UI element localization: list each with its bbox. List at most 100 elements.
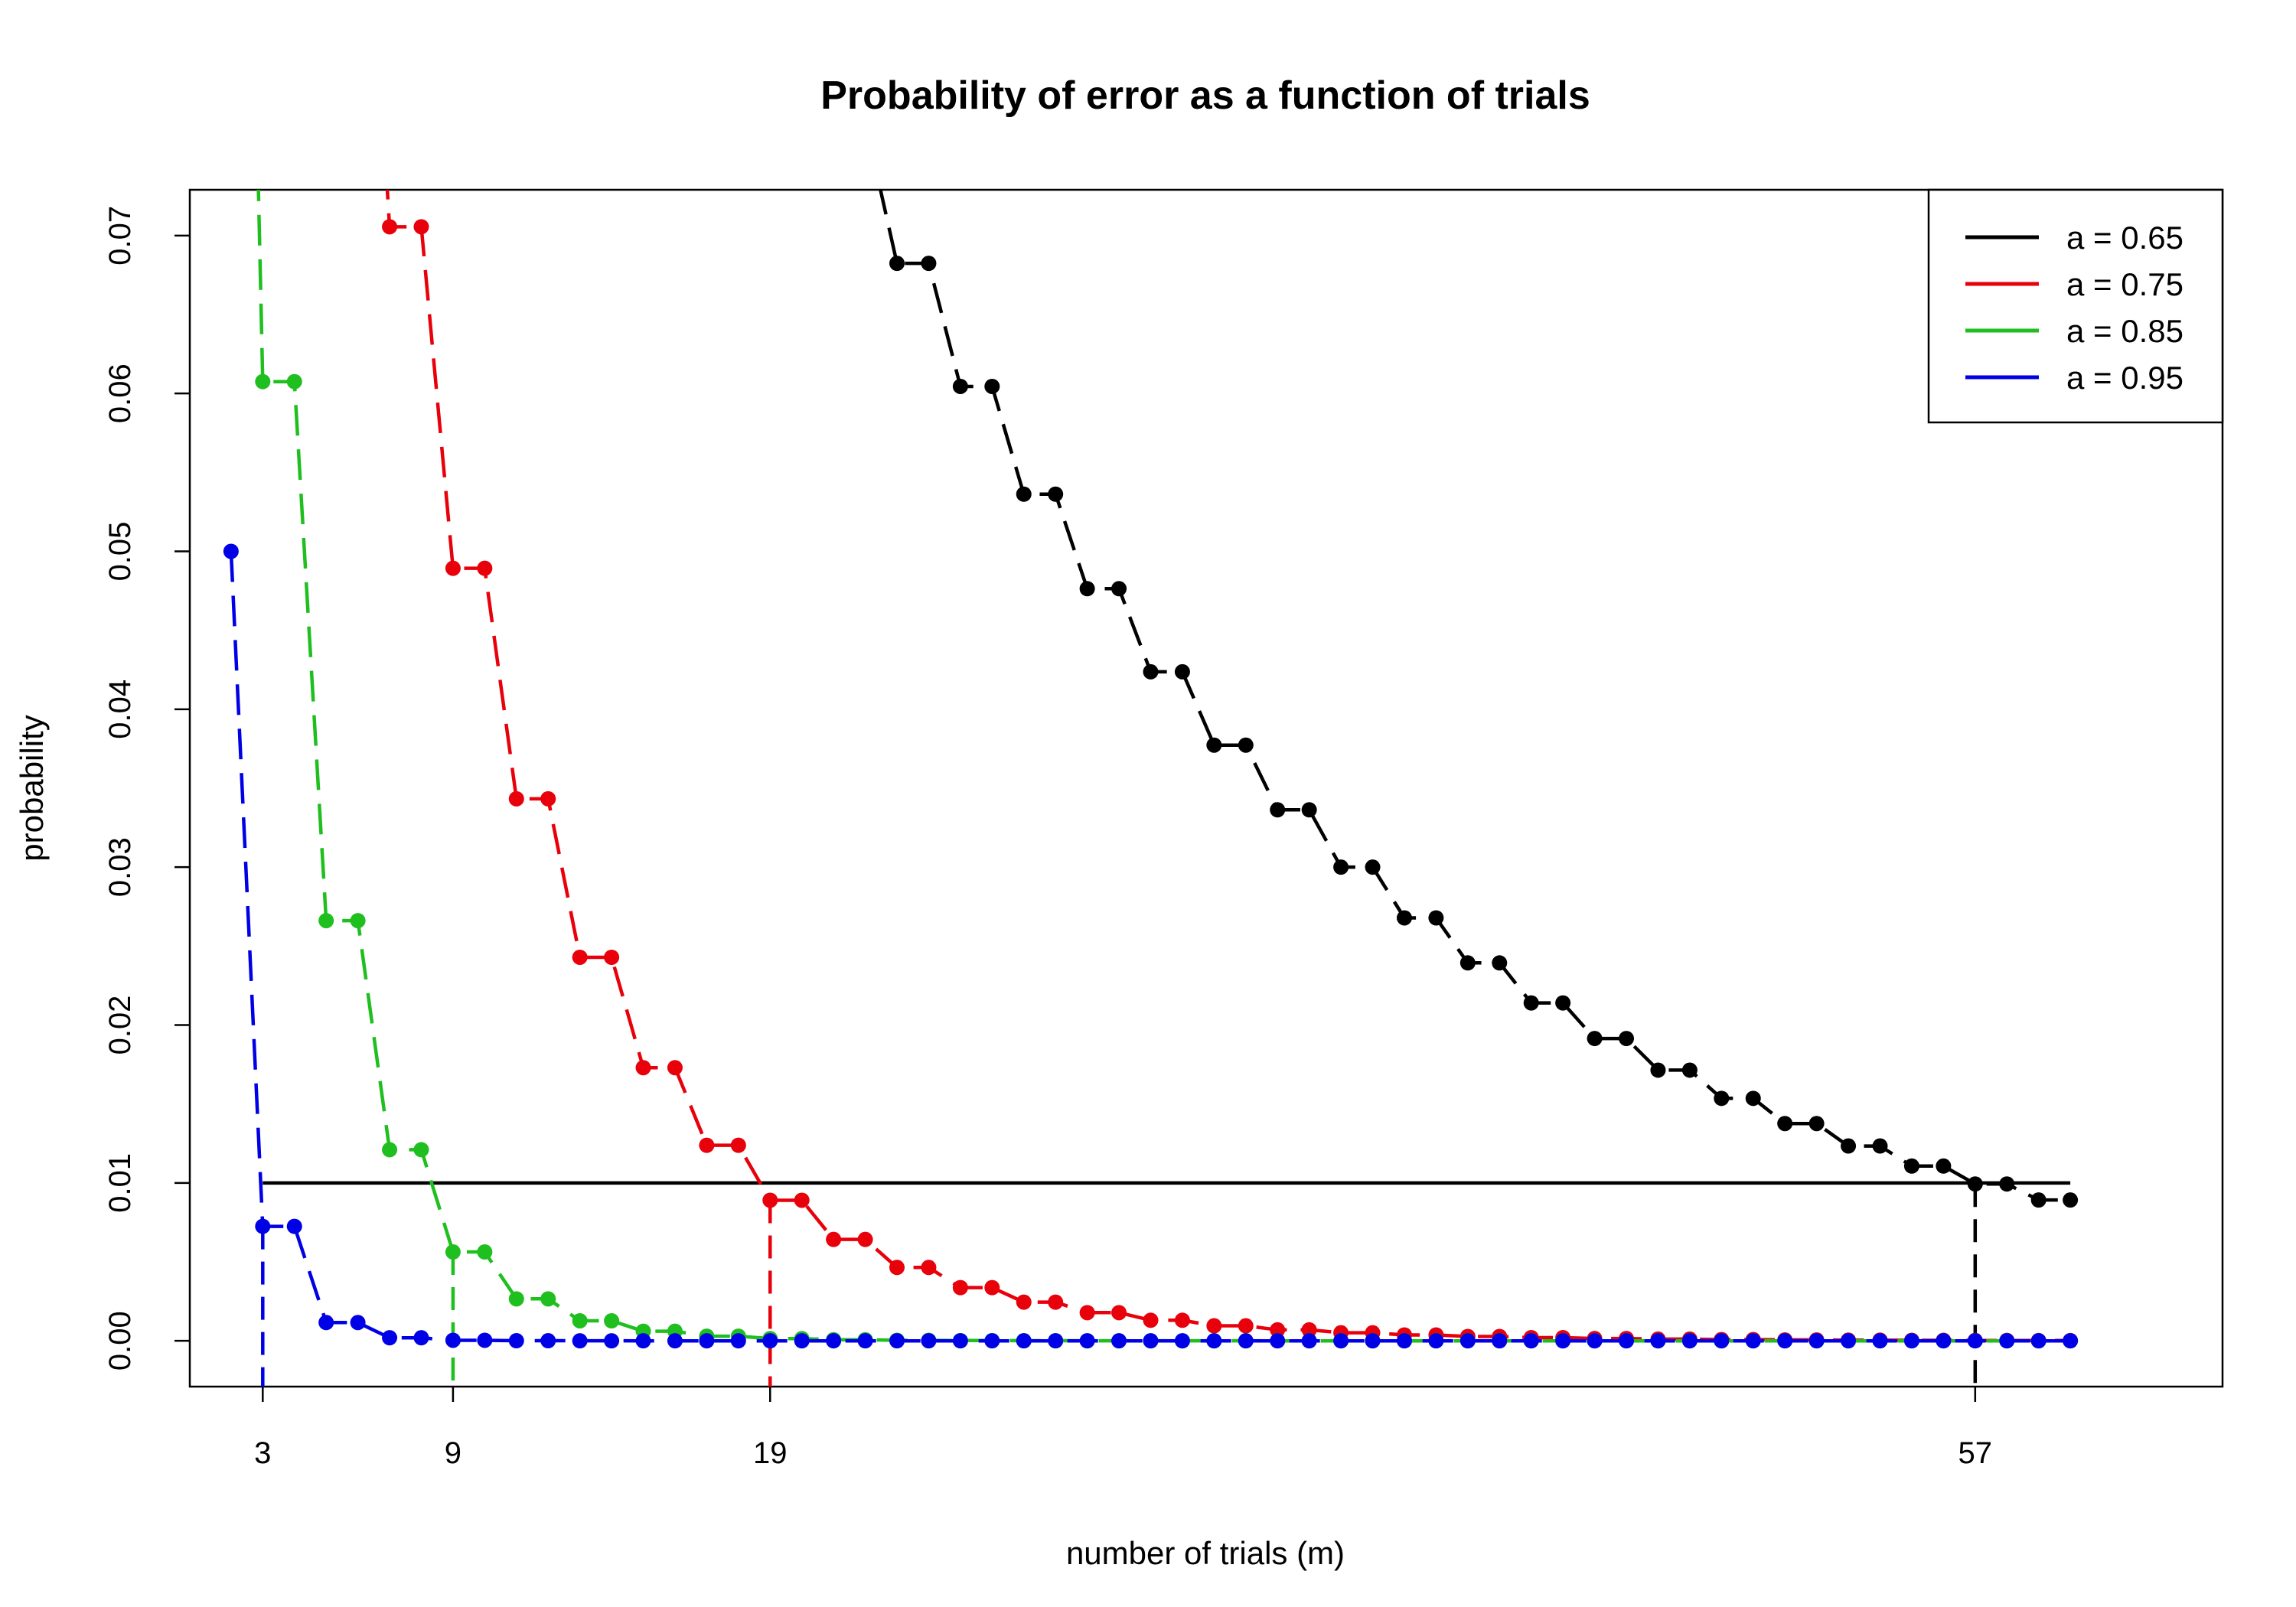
data-point: [984, 378, 1000, 394]
y-tick-label: 0.07: [103, 206, 137, 266]
data-point: [1174, 1312, 1190, 1328]
legend-entry: a = 0.85: [2066, 313, 2183, 349]
data-point: [1365, 1333, 1381, 1349]
data-point: [1079, 581, 1095, 597]
data-point: [1619, 1333, 1635, 1349]
data-point: [1206, 737, 1222, 753]
legend-entry: a = 0.75: [2066, 266, 2183, 302]
data-point: [1048, 486, 1064, 502]
data-point: [1428, 910, 1444, 926]
data-point: [413, 219, 429, 235]
data-point: [1365, 859, 1381, 875]
data-point: [1270, 1322, 1286, 1338]
data-point: [635, 1060, 651, 1076]
data-point: [1777, 1333, 1793, 1349]
legend-entry: a = 0.95: [2066, 360, 2183, 396]
y-tick-label: 0.05: [103, 522, 137, 582]
data-point: [1745, 1090, 1761, 1107]
data-point: [1206, 1318, 1222, 1334]
data-point: [1238, 1318, 1254, 1334]
data-point: [889, 1260, 905, 1276]
x-tick-label: 19: [753, 1436, 788, 1470]
x-tick-label: 9: [445, 1436, 461, 1470]
data-point: [286, 373, 302, 390]
data-point: [889, 1333, 905, 1349]
data-point: [572, 1313, 588, 1329]
data-point: [1333, 859, 1349, 875]
data-point: [1301, 1333, 1317, 1349]
data-point: [413, 1330, 429, 1346]
data-point: [413, 1142, 429, 1158]
data-point: [572, 1333, 588, 1349]
data-point: [1681, 1333, 1698, 1349]
data-point: [382, 1142, 398, 1158]
y-tick-label: 0.04: [103, 680, 137, 739]
data-point: [730, 1333, 746, 1349]
y-tick-label: 0.02: [103, 996, 137, 1055]
y-tick-label: 0.00: [103, 1311, 137, 1371]
data-point: [1333, 1333, 1349, 1349]
data-point: [1967, 1333, 1983, 1349]
data-point: [1396, 910, 1412, 926]
data-point: [1841, 1333, 1857, 1349]
data-point: [382, 219, 398, 235]
data-point: [730, 1137, 746, 1153]
y-tick-label: 0.06: [103, 363, 137, 423]
data-point: [445, 1332, 461, 1348]
data-point: [1079, 1305, 1095, 1321]
data-point: [1777, 1116, 1793, 1132]
data-point: [952, 1333, 968, 1349]
data-point: [604, 1333, 620, 1349]
data-point: [1587, 1333, 1603, 1349]
data-point: [794, 1192, 810, 1208]
data-point: [255, 373, 271, 390]
data-point: [508, 1333, 524, 1349]
data-point: [1206, 1333, 1222, 1349]
plot-area: [223, 190, 2079, 1387]
data-point: [1555, 995, 1571, 1011]
data-point: [1619, 1031, 1635, 1047]
data-point: [1808, 1116, 1825, 1132]
data-point: [1967, 1176, 1983, 1192]
data-point: [604, 1313, 620, 1329]
data-point: [1555, 1333, 1571, 1349]
series-line: [229, 551, 2071, 1343]
data-point: [2063, 1333, 2079, 1349]
data-point: [1174, 1333, 1190, 1349]
data-point: [1492, 1333, 1508, 1349]
data-point: [318, 1315, 334, 1331]
data-point: [1936, 1333, 1952, 1349]
data-point: [1999, 1333, 2015, 1349]
data-point: [1016, 1333, 1032, 1349]
data-point: [1048, 1333, 1064, 1349]
data-point: [508, 1291, 524, 1307]
data-point: [952, 378, 968, 394]
data-point: [1523, 995, 1539, 1011]
legend-box: [1927, 188, 2224, 424]
data-point: [1841, 1138, 1857, 1154]
data-point: [921, 1333, 937, 1349]
data-point: [699, 1137, 715, 1153]
data-point: [1143, 1312, 1159, 1328]
y-axis-label: probability: [14, 715, 50, 861]
data-point: [952, 1279, 968, 1296]
data-point: [1745, 1333, 1761, 1349]
data-point: [1174, 663, 1190, 680]
data-point: [794, 1333, 810, 1349]
series-4: [223, 543, 2079, 1349]
data-point: [1111, 581, 1127, 597]
data-point: [286, 1218, 302, 1234]
data-point: [1492, 955, 1508, 971]
data-point: [1428, 1333, 1444, 1349]
data-point: [1079, 1333, 1095, 1349]
data-point: [540, 1291, 556, 1307]
data-point: [1143, 1333, 1159, 1349]
data-point: [1111, 1305, 1127, 1321]
y-axis: 0.00 0.01 0.02 0.03 0.04 0.05 0.06 0.07: [103, 206, 190, 1371]
data-point: [1903, 1333, 1919, 1349]
data-point: [826, 1231, 842, 1247]
data-point: [1111, 1333, 1127, 1349]
data-point: [1016, 486, 1032, 502]
data-point: [1143, 663, 1159, 680]
data-point: [540, 1333, 556, 1349]
